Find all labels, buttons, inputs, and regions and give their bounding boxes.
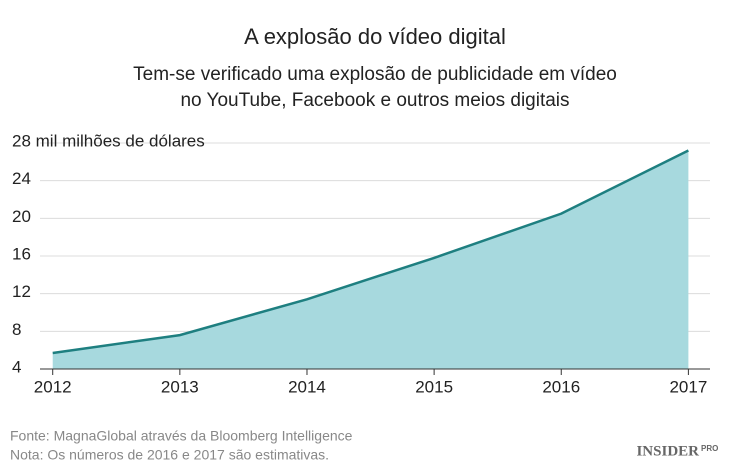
source-note: Fonte: MagnaGlobal através da Bloomberg … [10,428,353,444]
x-tick-label: 2013 [161,377,199,396]
x-tick-label: 2017 [669,377,707,396]
y-tick-label: 12 [12,282,31,301]
y-tick-label: 8 [12,320,21,339]
chart-subtitle: no YouTube, Facebook e outros meios digi… [180,90,569,111]
y-tick-label: 28 mil milhões de dólares [12,131,205,150]
x-tick-label: 2014 [288,377,326,396]
x-tick-label: 2015 [415,377,453,396]
line [52,149,689,355]
y-tick-label: 20 [12,207,31,226]
y-tick-label: 16 [12,244,31,263]
footnote: Nota: Os números de 2016 e 2017 são esti… [10,447,329,463]
brand-logo: INSIDER [636,443,699,459]
area [52,150,689,369]
brand-suffix: PRO [701,444,718,453]
y-tick-label: 4 [12,357,21,376]
x-tick-label: 2012 [34,377,72,396]
x-tick-label: 2016 [542,377,580,396]
y-tick-label: 24 [12,169,31,188]
chart-subtitle: Tem-se verificado uma explosão de public… [133,64,617,85]
chart-title: A explosão do vídeo digital [244,24,506,49]
